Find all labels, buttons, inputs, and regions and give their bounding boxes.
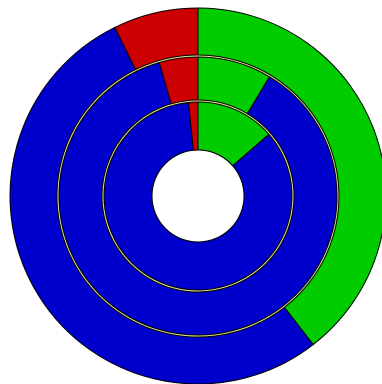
ring-1 bbox=[9, 7, 382, 384]
ring-1-slice-2 bbox=[9, 26, 314, 384]
ring-1-slice-3 bbox=[114, 7, 199, 71]
donut-center-hole bbox=[151, 149, 245, 243]
ring-2 bbox=[58, 56, 338, 336]
ring-2-slice-2 bbox=[58, 61, 338, 336]
ring-separator-1 bbox=[56, 54, 340, 338]
ring-2-slice-3 bbox=[158, 56, 199, 105]
ring-separator-2 bbox=[101, 99, 295, 293]
ring-1-slice-1 bbox=[197, 7, 382, 346]
ring-3 bbox=[103, 101, 293, 291]
